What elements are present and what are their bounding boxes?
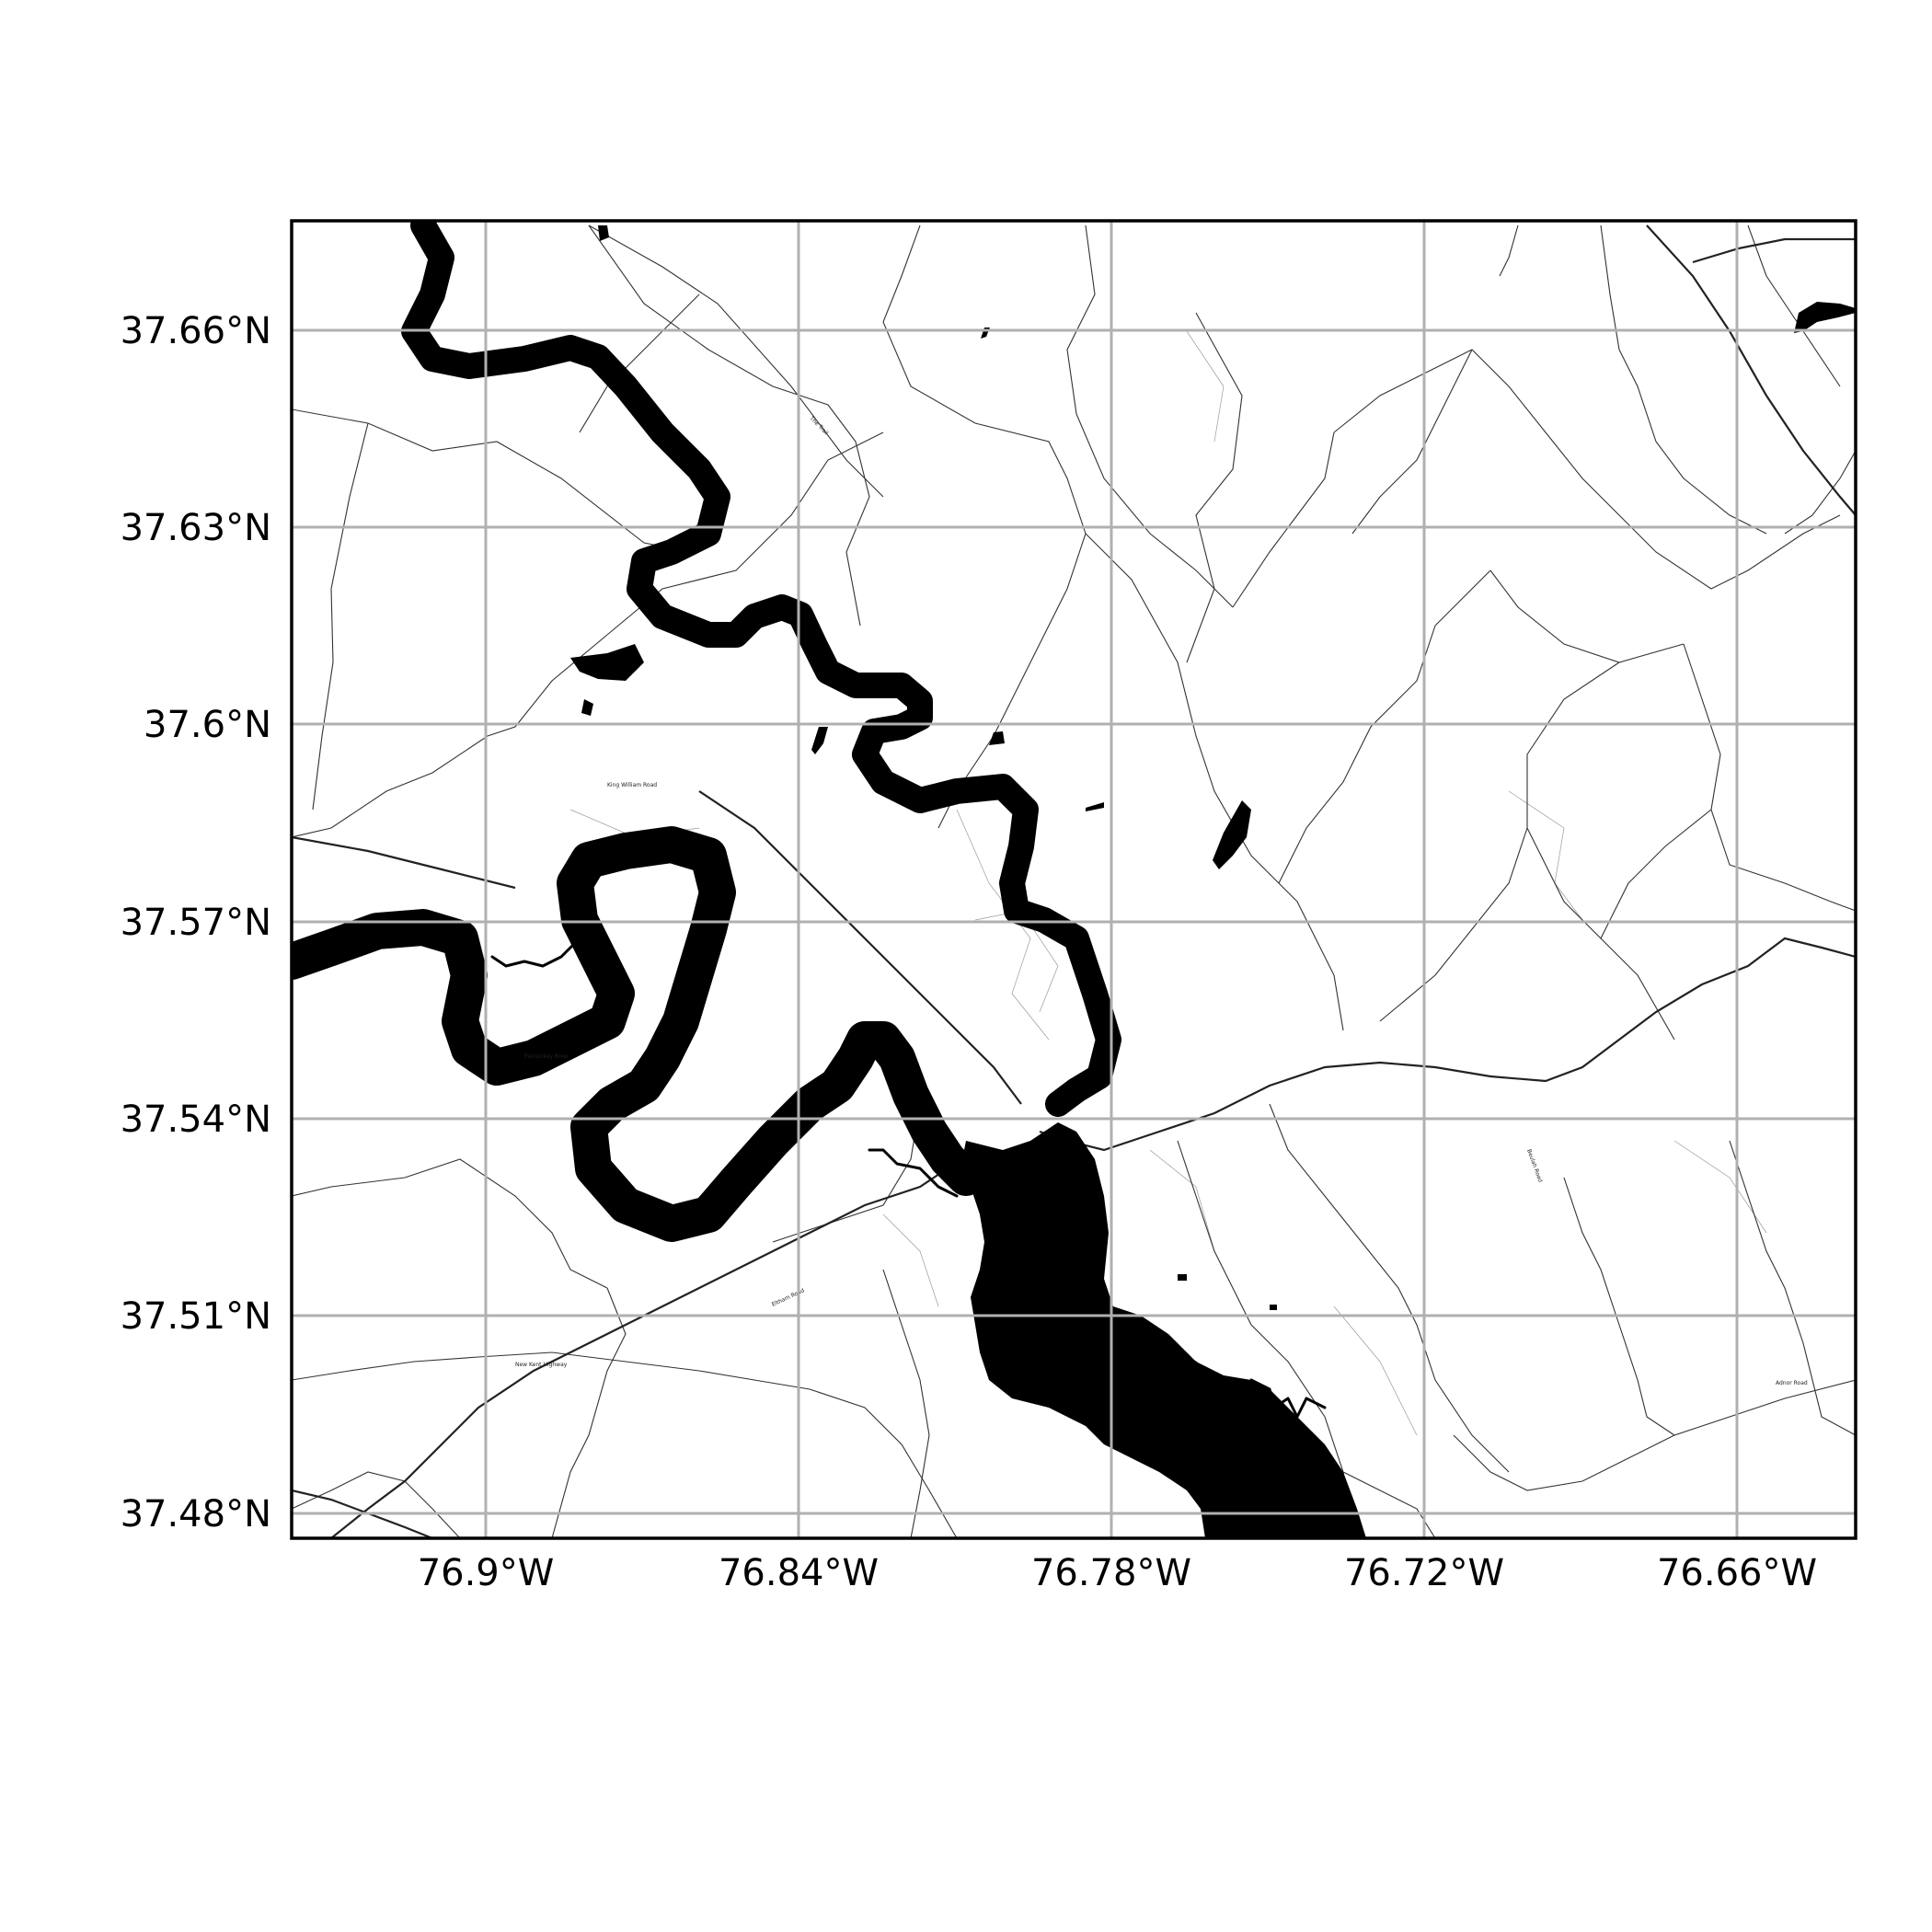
pamunkey-river [401,221,1121,1117]
map-layers: The Trail King William Road Eltham Road … [292,221,1856,1538]
x-tick-label: 76.9°W [418,1552,555,1594]
y-tick-label: 37.66°N [121,310,271,352]
mattaponi-loop [292,826,984,1242]
graticule [292,221,1856,1538]
y-axis-labels: 37.66°N 37.63°N 37.6°N 37.57°N 37.54°N 3… [121,310,271,1535]
road-label-pamunkey-river: Pamunkey River [524,1053,569,1060]
ponds [570,225,1856,1310]
y-tick-label: 37.57°N [121,902,271,944]
major-roads [292,224,1856,1538]
road-label-new-kent-highway: New Kent Highway [515,1362,568,1368]
road-label-adnor-road: Adnor Road [1776,1380,1808,1386]
road-label-king-william-road: King William Road [607,782,657,788]
x-axis-labels: 76.9°W 76.84°W 76.78°W 76.72°W 76.66°W [418,1552,1817,1594]
x-tick-label: 76.66°W [1657,1552,1817,1594]
map-frame [290,219,1857,1540]
x-tick-label: 76.78°W [1031,1552,1191,1594]
york-river-estuary [961,1122,1366,1538]
y-tick-label: 37.51°N [121,1295,271,1338]
roads [292,224,1856,1538]
y-tick-label: 37.63°N [121,507,271,549]
y-tick-label: 37.48°N [121,1493,271,1535]
x-tick-label: 76.84°W [719,1552,879,1594]
y-tick-label: 37.54°N [121,1098,271,1141]
y-tick-label: 37.6°N [144,704,271,746]
x-tick-label: 76.72°W [1344,1552,1504,1594]
